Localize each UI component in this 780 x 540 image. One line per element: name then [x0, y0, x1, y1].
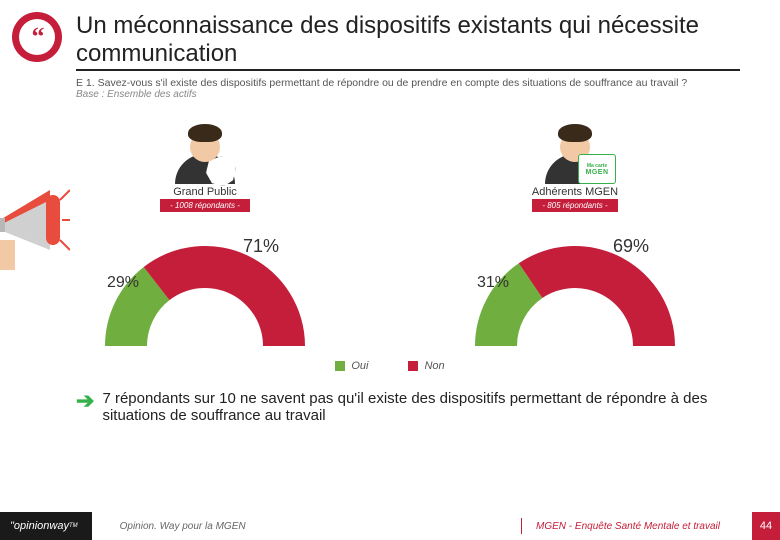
panel-label: Adhérents MGEN — [532, 186, 618, 198]
swatch-no — [408, 361, 418, 371]
pct-yes: 29% — [107, 274, 139, 292]
pct-no: 71% — [243, 236, 279, 257]
legend-yes: Oui — [335, 360, 368, 372]
slide-footer: "opinionwayTM Opinion. Way pour la MGEN … — [0, 512, 780, 540]
megaphone-icon — [0, 170, 70, 270]
respondents-count: - 805 répondants - — [532, 199, 617, 212]
conclusion-text: 7 répondants sur 10 ne savent pas qu'il … — [102, 390, 720, 424]
page-title: Un méconnaissance des dispositifs exista… — [76, 12, 740, 71]
chart-panels: Grand Public - 1008 répondants - 71% 29%… — [0, 106, 780, 356]
mgen-card-badge: Ma carteMGEN — [578, 154, 616, 184]
panel-adherents-mgen: Ma carteMGEN Adhérents MGEN - 805 répond… — [455, 114, 695, 356]
footer-logo: "opinionwayTM — [0, 512, 92, 540]
legend-no: Non — [408, 360, 444, 372]
legend-yes-label: Oui — [351, 360, 368, 372]
footer-left-text: Opinion. Way pour la MGEN — [92, 521, 507, 532]
gauge-adherents-mgen: 69% 31% — [455, 226, 695, 356]
pct-no: 69% — [613, 236, 649, 257]
gauge-grand-public: 71% 29% — [85, 226, 325, 356]
panel-label: Grand Public — [173, 186, 237, 198]
panel-grand-public: Grand Public - 1008 répondants - 71% 29% — [85, 114, 325, 356]
quote-bubble-icon: “ — [12, 12, 62, 62]
persona-grand-public — [160, 114, 250, 184]
question-text: E 1. Savez-vous s'il existe des disposit… — [0, 75, 780, 89]
page-number: 44 — [752, 512, 780, 540]
right-arrow-icon: ➔ — [76, 390, 94, 412]
slide-header: “ Un méconnaissance des dispositifs exis… — [0, 0, 780, 75]
base-text: Base : Ensemble des actifs — [0, 89, 780, 106]
chart-legend: Oui Non — [0, 360, 780, 372]
respondents-count: - 1008 répondants - — [160, 199, 250, 212]
footer-right-text: MGEN - Enquête Santé Mentale et travail — [536, 521, 780, 532]
legend-no-label: Non — [424, 360, 444, 372]
conclusion: ➔ 7 répondants sur 10 ne savent pas qu'i… — [0, 372, 780, 424]
swatch-yes — [335, 361, 345, 371]
pct-yes: 31% — [477, 274, 509, 292]
footer-separator — [521, 518, 522, 534]
persona-adherents-mgen: Ma carteMGEN — [530, 114, 620, 184]
